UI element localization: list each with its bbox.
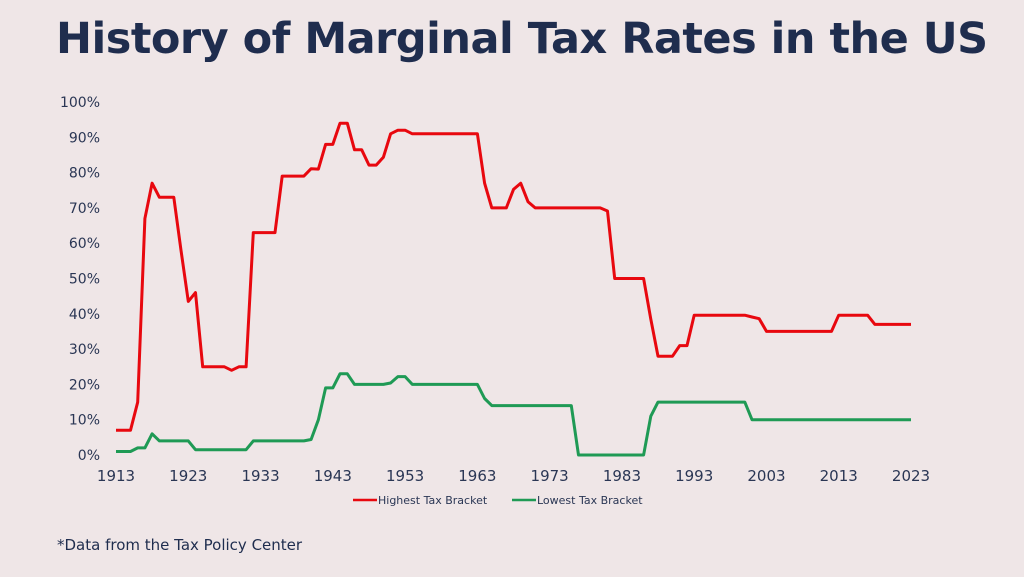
y-tick-label: 60% — [69, 236, 100, 252]
y-tick-label: 10% — [69, 413, 100, 429]
x-tick-label: 1933 — [241, 467, 279, 485]
x-tick-label: 1983 — [603, 467, 641, 485]
y-tick-label: 40% — [69, 307, 100, 323]
x-tick-label: 1993 — [675, 467, 713, 485]
x-tick-label: 1923 — [169, 467, 207, 485]
x-tick-label: 1953 — [386, 467, 424, 485]
legend-label: Highest Tax Bracket — [378, 494, 488, 507]
y-tick-label: 20% — [69, 377, 100, 393]
chart-title: History of Marginal Tax Rates in the US — [56, 14, 988, 64]
series-line-highest — [116, 121, 911, 432]
footnote: *Data from the Tax Policy Center — [57, 536, 303, 554]
y-tick-label: 50% — [69, 272, 100, 288]
y-tick-label: 0% — [78, 448, 100, 464]
legend-label: Lowest Tax Bracket — [537, 494, 643, 507]
y-tick-label: 30% — [69, 342, 100, 358]
x-tick-label: 1963 — [458, 467, 496, 485]
x-tick-label: 1973 — [531, 467, 569, 485]
x-tick-label: 2023 — [892, 467, 930, 485]
y-tick-label: 70% — [69, 201, 100, 217]
y-tick-label: 90% — [69, 130, 100, 146]
y-tick-label: 80% — [69, 166, 100, 182]
series-line-lowest — [116, 372, 911, 457]
x-tick-label: 1913 — [97, 467, 135, 485]
x-tick-label: 1943 — [314, 467, 352, 485]
y-tick-label: 100% — [60, 95, 100, 111]
x-tick-label: 2003 — [747, 467, 785, 485]
x-tick-label: 2013 — [820, 467, 858, 485]
